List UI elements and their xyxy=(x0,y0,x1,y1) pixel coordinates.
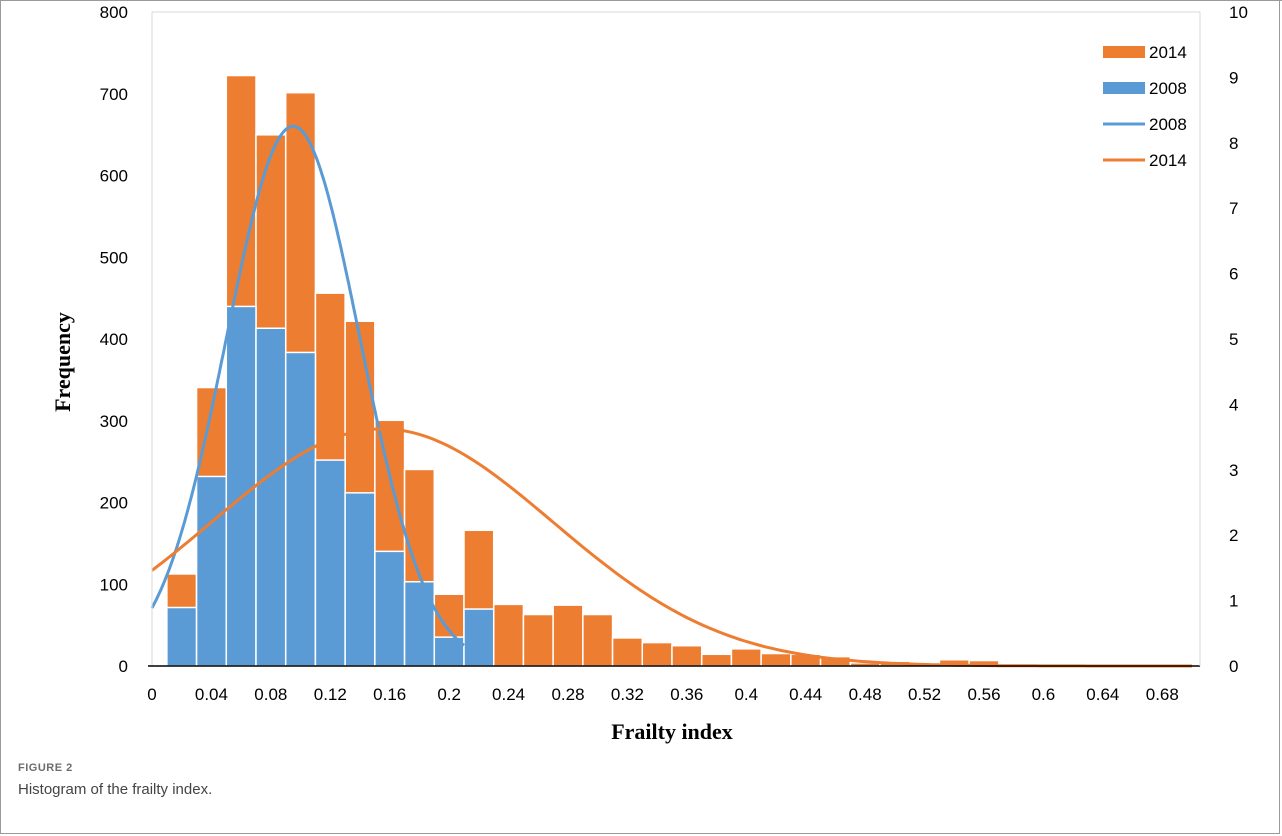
chart-axes xyxy=(148,11,1201,667)
frailty-histogram-chart: 0 0.04 0.08 0.12 0.16 0.2 0.24 0.28 0.32 0.36 0.4 0… xyxy=(50,3,1248,744)
density-curve-2008 xyxy=(150,124,465,647)
bar-2008-5 xyxy=(314,459,346,667)
legend-swatch-bar-2014 xyxy=(1103,46,1145,58)
y2-tick-label: 6 xyxy=(1229,265,1238,284)
x-tick-label: 0.56 xyxy=(967,685,1000,704)
x-tick-label: 0.24 xyxy=(492,685,525,704)
y-tick-label: 300 xyxy=(100,412,128,431)
y2-tick-label: 10 xyxy=(1229,3,1248,22)
histogram-bars xyxy=(166,74,1000,667)
y-tick-label: 100 xyxy=(100,575,128,594)
y2-tick-label: 8 xyxy=(1229,134,1238,153)
x-tick-label: 0.28 xyxy=(551,685,584,704)
x-tick-label: 0 xyxy=(147,685,156,704)
y-axis-title: Frequency xyxy=(50,312,75,412)
bar-2014-13 xyxy=(552,604,584,667)
tick-labels: 0 0.04 0.08 0.12 0.16 0.2 0.24 0.28 0.32 0.36 0.4 0… xyxy=(100,3,1248,704)
y-tick-label: 800 xyxy=(100,3,128,22)
x-tick-label: 0.2 xyxy=(437,685,461,704)
x-tick-label: 0.52 xyxy=(908,685,941,704)
bar-2008-0 xyxy=(166,606,198,667)
x-tick-label: 0.64 xyxy=(1086,685,1119,704)
x-tick-label: 0.4 xyxy=(734,685,758,704)
bar-2008-3 xyxy=(255,327,287,667)
top-border xyxy=(0,0,1282,1)
bar-2008-8 xyxy=(403,581,436,667)
bar-2008-4 xyxy=(284,351,317,667)
legend-label: 2014 xyxy=(1149,151,1187,170)
x-tick-label: 0.32 xyxy=(611,685,644,704)
bar-2008-10 xyxy=(463,608,495,667)
y-tick-label: 500 xyxy=(100,248,128,267)
x-tick-label: 0.08 xyxy=(254,685,287,704)
bar-2014-11 xyxy=(492,603,525,667)
bar-2014-12 xyxy=(522,613,554,667)
x-tick-label: 0.44 xyxy=(789,685,822,704)
legend-label: 2008 xyxy=(1149,115,1187,134)
legend-label: 2008 xyxy=(1149,79,1187,98)
x-axis-title: Frailty index xyxy=(611,719,733,744)
y-tick-label: 700 xyxy=(100,85,128,104)
bar-2014-14 xyxy=(582,613,614,667)
y2-tick-label: 1 xyxy=(1229,592,1238,611)
y2-tick-label: 4 xyxy=(1229,395,1238,414)
legend-label: 2014 xyxy=(1149,43,1187,62)
figure-label: FIGURE 2 xyxy=(18,762,73,774)
bar-2008-7 xyxy=(374,550,406,667)
bar-2014-16 xyxy=(641,641,673,667)
bar-2014-18 xyxy=(700,653,733,667)
y2-tick-label: 7 xyxy=(1229,199,1238,218)
y2-tick-label: 3 xyxy=(1229,461,1238,480)
y-tick-label: 200 xyxy=(100,494,128,513)
figure-caption: Histogram of the frailty index. xyxy=(18,781,213,798)
x-tick-label: 0.12 xyxy=(314,685,347,704)
bar-2014-15 xyxy=(611,637,644,667)
legend-swatch-bar-2008 xyxy=(1103,82,1145,94)
chart-legend: 2014 2008 2008 2014 xyxy=(1103,43,1187,170)
x-tick-label: 0.36 xyxy=(670,685,703,704)
y2-tick-label: 5 xyxy=(1229,330,1238,349)
bar-2014-17 xyxy=(671,644,703,667)
bar-2014-20 xyxy=(760,652,792,667)
bar-2014-19 xyxy=(730,648,762,667)
y2-tick-label: 0 xyxy=(1229,657,1238,676)
y2-tick-label: 9 xyxy=(1229,68,1238,87)
x-tick-label: 0.48 xyxy=(849,685,882,704)
bar-2008-2 xyxy=(225,305,257,667)
x-tick-label: 0.6 xyxy=(1032,685,1056,704)
x-tick-label: 0.68 xyxy=(1146,685,1179,704)
bar-2008-1 xyxy=(195,475,228,667)
bar-2008-6 xyxy=(344,492,376,667)
y-tick-label: 600 xyxy=(100,167,128,186)
y-tick-label: 0 xyxy=(119,657,128,676)
x-tick-label: 0.16 xyxy=(373,685,406,704)
y-tick-label: 400 xyxy=(100,330,128,349)
x-tick-label: 0.04 xyxy=(195,685,228,704)
y2-tick-label: 2 xyxy=(1229,526,1238,545)
